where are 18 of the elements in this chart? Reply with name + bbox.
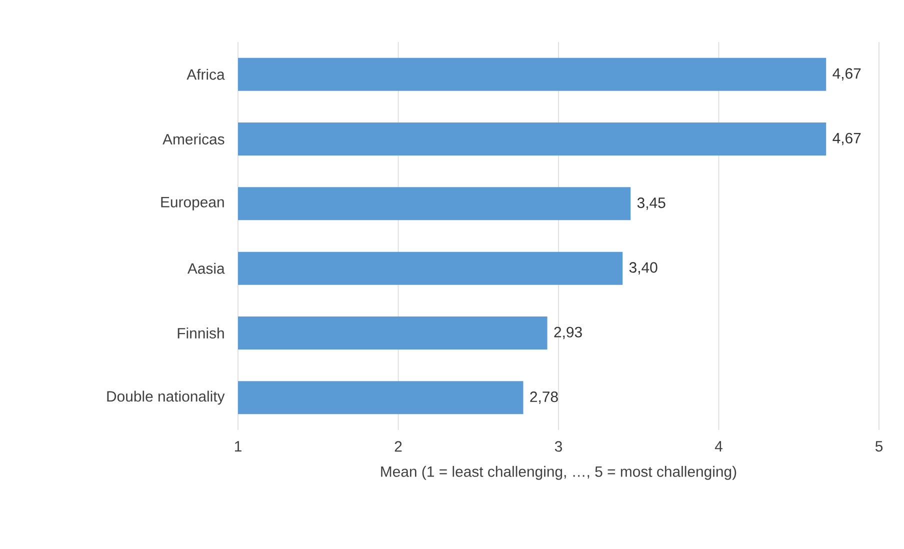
x-tick-label: 3 bbox=[554, 441, 562, 452]
y-tick-label: Finnish bbox=[178, 328, 224, 338]
y-tick-label: Africa bbox=[186, 68, 225, 80]
y-tick-label: European bbox=[161, 196, 224, 210]
x-tick-label: 5 bbox=[875, 441, 883, 452]
data-label: 4,67 bbox=[832, 68, 861, 81]
data-label: 2,78 bbox=[530, 391, 558, 404]
y-tick-label: Aasia bbox=[187, 262, 225, 274]
x-tick-label: 2 bbox=[394, 441, 402, 452]
data-label: 3,40 bbox=[629, 262, 658, 275]
y-tick-label: Double nationality bbox=[107, 390, 225, 405]
x-tick-label: 4 bbox=[714, 441, 722, 452]
y-tick-label: Americas bbox=[162, 134, 224, 144]
x-tick-label: 1 bbox=[234, 441, 242, 452]
data-label: 2,93 bbox=[554, 326, 582, 340]
data-label: 3,45 bbox=[637, 197, 666, 210]
data-label: 4,67 bbox=[832, 132, 861, 146]
x-axis-title: Mean (1 = least challenging, …, 5 = most challenging) bbox=[381, 466, 736, 480]
